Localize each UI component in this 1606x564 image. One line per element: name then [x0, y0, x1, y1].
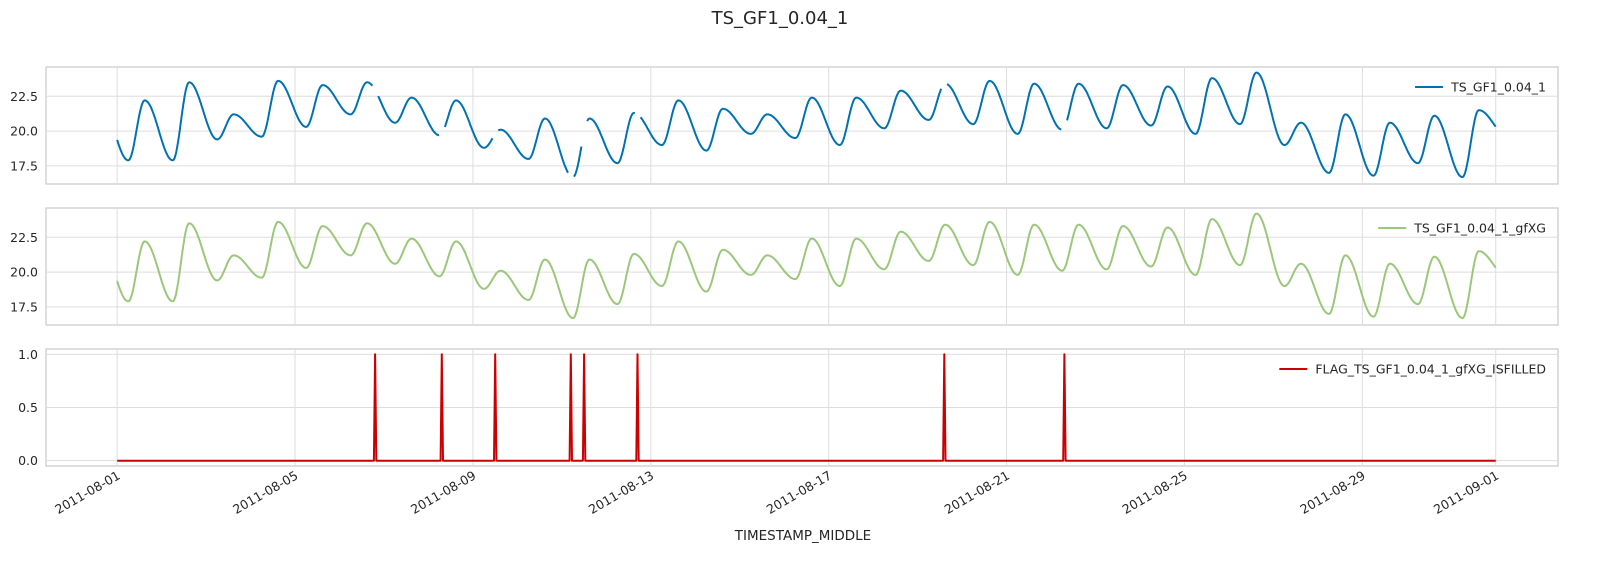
series-line: [116, 71, 1497, 178]
x-tick-label: 2011-09-01: [1431, 468, 1501, 517]
legend-label: TS_GF1_0.04_1_gfXG: [1413, 221, 1546, 236]
series-line: [116, 212, 1497, 319]
y-tick-label: 17.5: [10, 158, 38, 173]
panel-fill-flag: 0.0 0.5 1.0 FLAG_TS_GF1_0.04_1_gfXG_ISFILLE…: [18, 347, 1559, 468]
x-axis-ticks: 2011-08-01 2011-08-05 2011-08-09 2011-08-13…: [52, 468, 1501, 517]
x-tick-label: 2011-08-05: [230, 468, 300, 517]
y-tick-label: 17.5: [10, 299, 38, 314]
y-tick-label: 22.5: [10, 230, 38, 245]
y-tick-label: 22.5: [10, 89, 38, 104]
panel-temperature-gapfilled: 17.5 20.0 22.5 TS_GF1_0.04_1_gfXG: [10, 207, 1559, 326]
x-tick-label: 2011-08-25: [1120, 468, 1190, 517]
legend-label: TS_GF1_0.04_1: [1450, 80, 1546, 95]
y-tick-label: 0.0: [18, 453, 38, 468]
x-tick-label: 2011-08-29: [1297, 468, 1367, 517]
x-axis-label: TIMESTAMP_MIDDLE: [734, 528, 871, 544]
x-tick-label: 2011-08-13: [586, 468, 656, 517]
y-tick-label: 20.0: [10, 124, 38, 139]
x-tick-label: 2011-08-17: [764, 468, 834, 517]
legend: FLAG_TS_GF1_0.04_1_gfXG_ISFILLED: [1279, 362, 1546, 377]
y-tick-label: 20.0: [10, 265, 38, 280]
y-tick-label: 1.0: [18, 347, 38, 362]
figure-title: TS_GF1_0.04_1: [711, 8, 849, 29]
x-tick-label: 2011-08-09: [408, 468, 478, 517]
x-tick-label: 2011-08-21: [942, 468, 1012, 517]
legend-label: FLAG_TS_GF1_0.04_1_gfXG_ISFILLED: [1315, 362, 1546, 377]
legend: TS_GF1_0.04_1: [1415, 80, 1546, 95]
legend: TS_GF1_0.04_1_gfXG: [1378, 221, 1546, 236]
y-tick-label: 0.5: [18, 400, 38, 415]
panel-temperature: 17.5 20.0 22.5 TS_GF1_0.04_1: [10, 66, 1559, 185]
x-tick-label: 2011-08-01: [52, 468, 122, 517]
series-line: [117, 353, 1496, 462]
